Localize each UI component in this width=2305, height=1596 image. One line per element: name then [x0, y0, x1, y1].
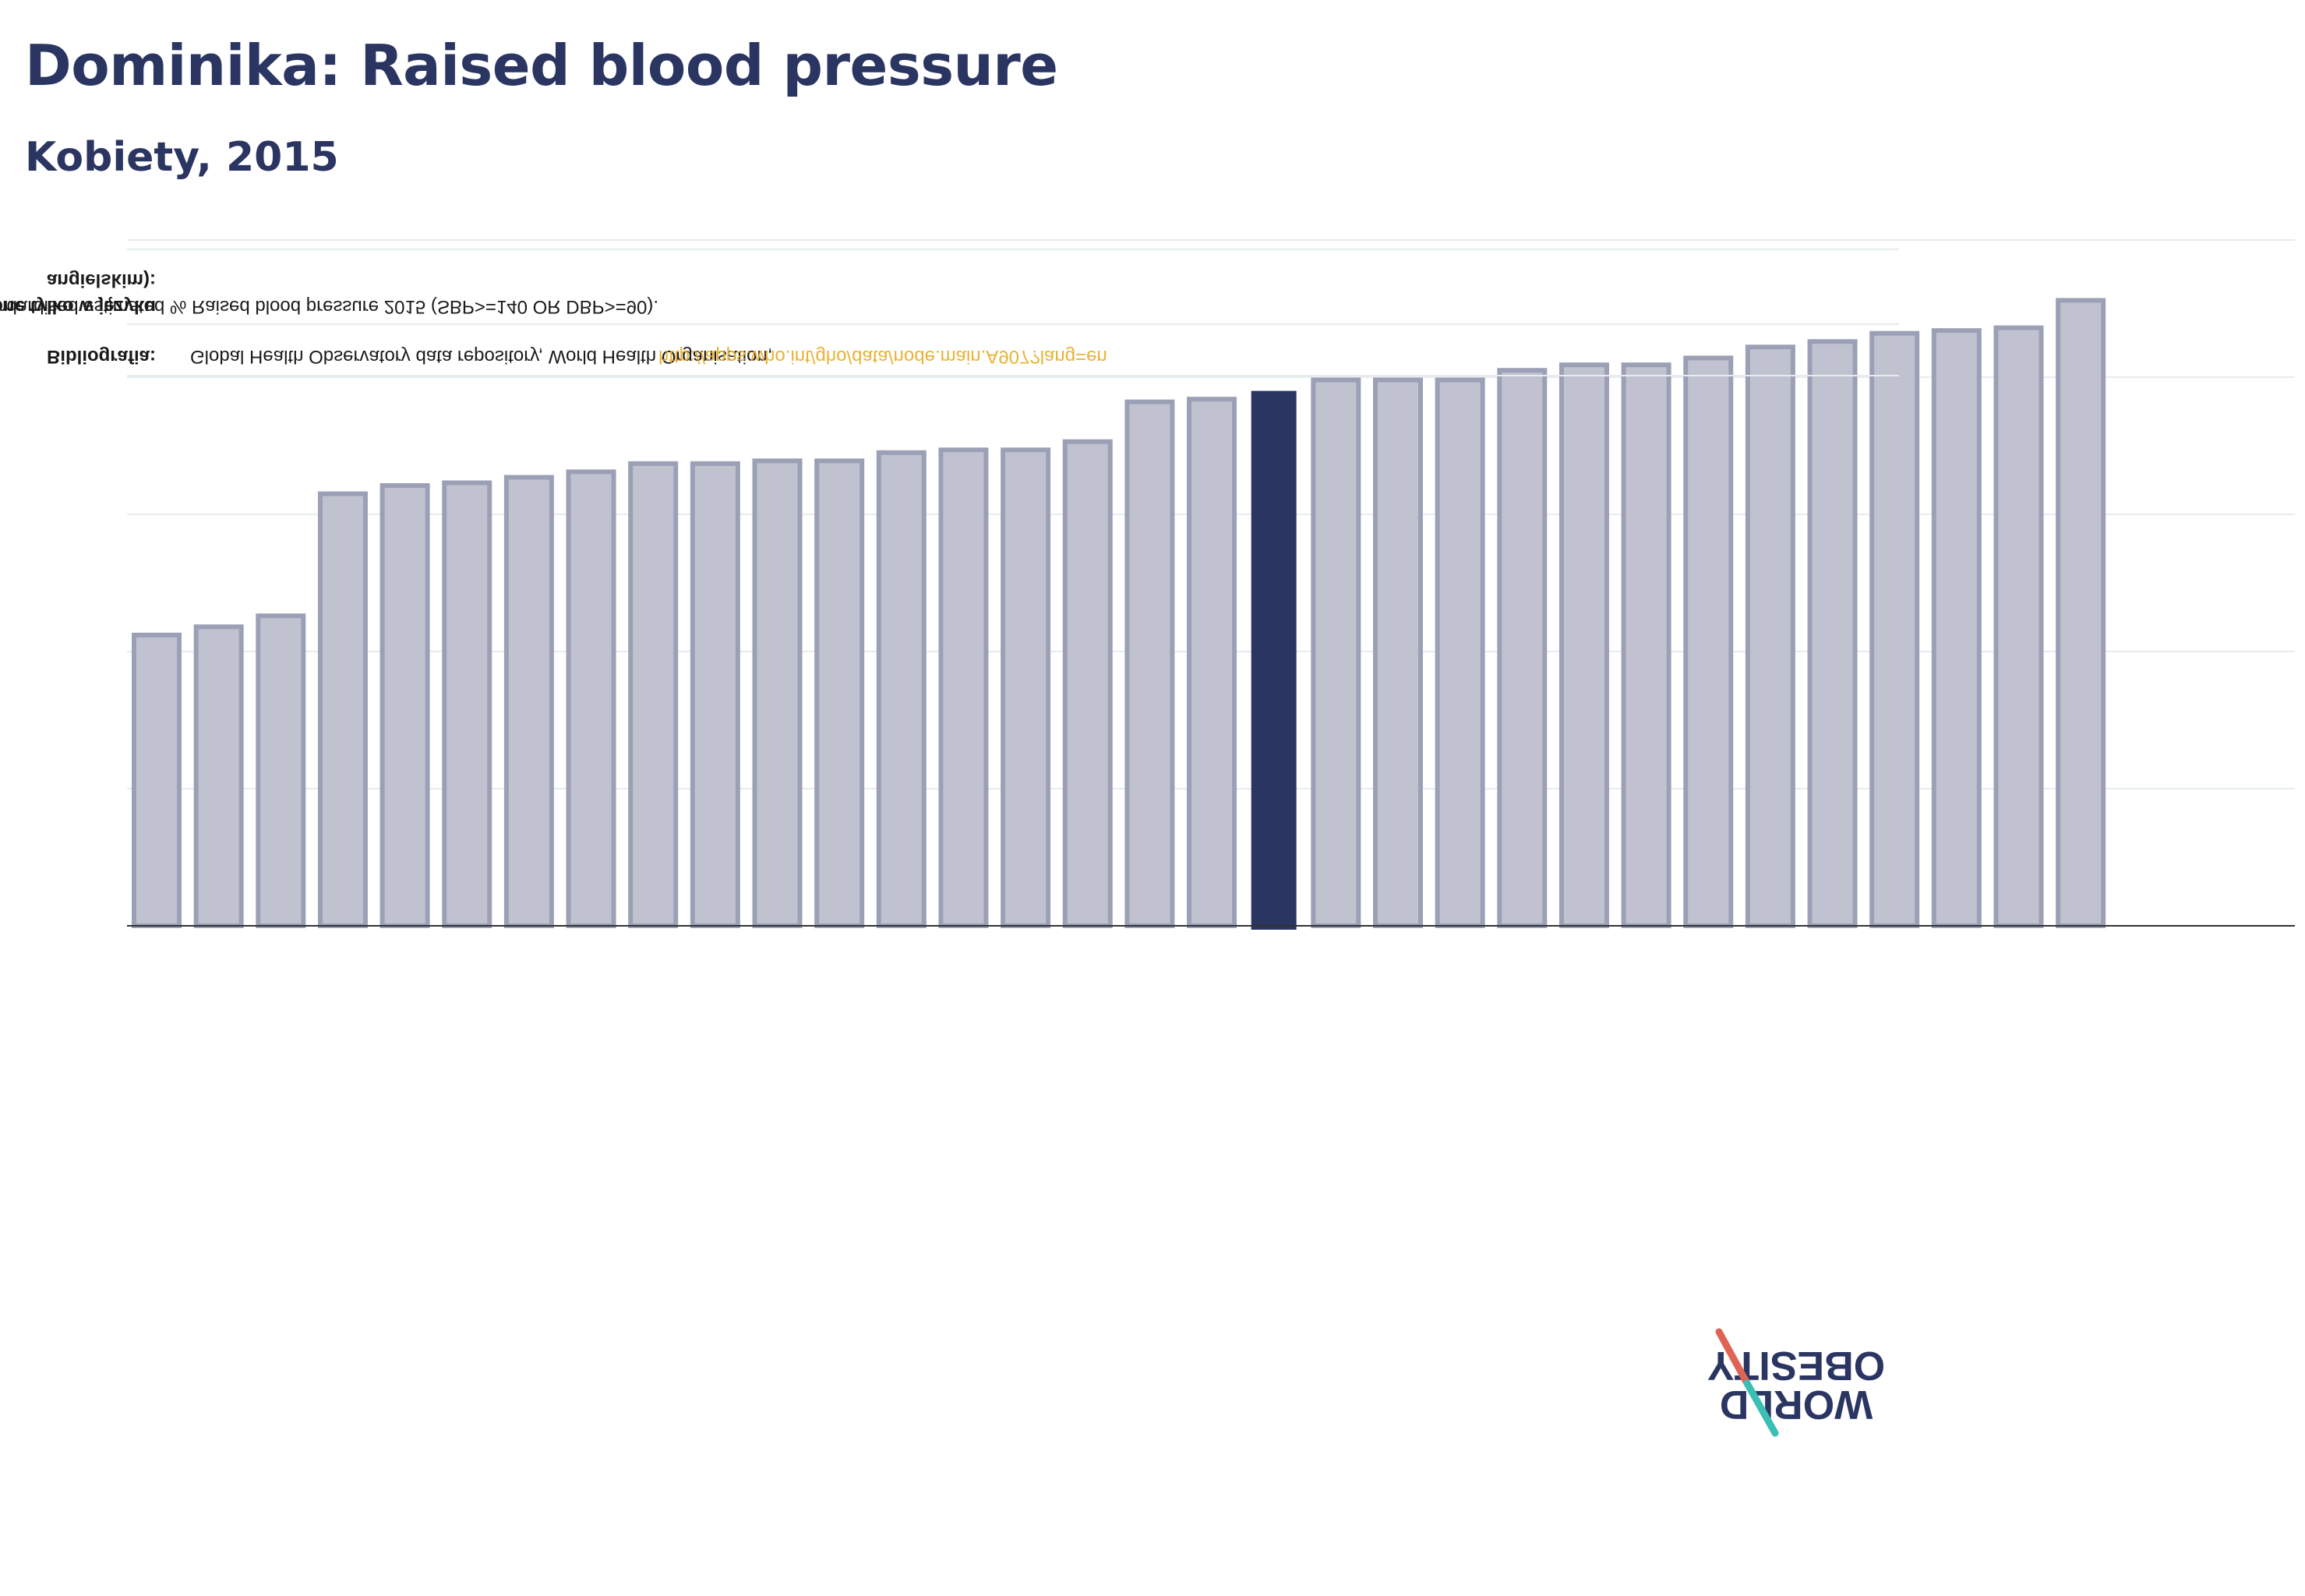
bar	[1621, 362, 1671, 929]
obesity-logo-slash-icon	[1715, 1328, 1779, 1437]
bar	[1869, 330, 1920, 928]
definition-label-line2: angielskim):	[47, 270, 156, 291]
bar	[1001, 447, 1051, 928]
bar-highlight	[1251, 390, 1297, 930]
bar	[379, 483, 430, 928]
bar	[256, 613, 306, 928]
bar	[442, 480, 492, 928]
bibliography-label: Bibliografia:	[47, 346, 156, 367]
bar	[1435, 377, 1485, 928]
bibliography-link[interactable]: http://apps.who.int/gho/data/node.main.A…	[658, 346, 1107, 367]
bar	[814, 458, 865, 928]
bar	[938, 447, 989, 928]
bar	[1062, 439, 1113, 928]
bar	[1497, 368, 1548, 928]
bar-chart: Bibliografia: Global Health Observatory …	[0, 239, 2295, 930]
definition-text: Age Standardised estimated % Raised bloo…	[0, 296, 658, 317]
bar	[690, 461, 740, 928]
bar	[1807, 339, 1858, 928]
bar	[1187, 397, 1237, 928]
page-title: Dominika: Raised blood pressure	[25, 33, 1058, 98]
page-subtitle: Kobiety, 2015	[25, 134, 339, 181]
bar	[1311, 377, 1361, 928]
bar	[132, 632, 182, 928]
bar	[1745, 344, 1795, 928]
definition-label-line1: Definicje (dostępne tylko w języku	[0, 296, 156, 317]
logo-line-world: WORLD	[1720, 1382, 1873, 1427]
bar	[1373, 377, 1423, 928]
bar	[876, 450, 927, 928]
bar	[1993, 325, 2044, 928]
bar	[1931, 328, 1982, 929]
bar	[193, 624, 244, 928]
obesity-logo: OBESITY WORLD	[1707, 1328, 1885, 1437]
bar	[1558, 362, 1609, 929]
bar	[752, 458, 803, 928]
bar	[628, 461, 679, 928]
bar	[1124, 399, 1175, 928]
bar	[566, 469, 616, 928]
bibliography-text: Global Health Observatory data repositor…	[190, 346, 772, 367]
bars	[132, 298, 2106, 930]
bar	[1683, 355, 1734, 928]
notes-box: Bibliografia: Global Health Observatory …	[0, 249, 1899, 376]
bar	[503, 475, 554, 928]
bar	[317, 491, 368, 928]
bar	[2056, 298, 2106, 928]
